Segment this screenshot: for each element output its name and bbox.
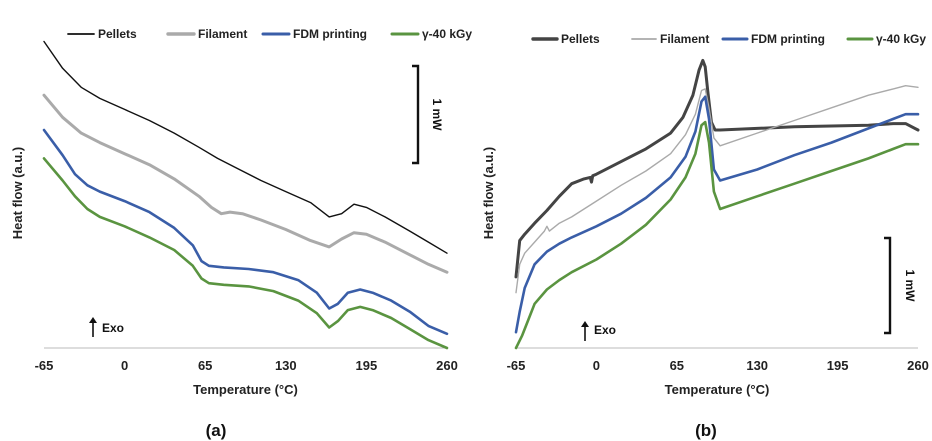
series-line-fdm-printing (42, 128, 449, 336)
x-axis-title: Temperature (°C) (193, 382, 298, 397)
legend-label: Pellets (98, 27, 137, 41)
legend-label: Filament (660, 32, 709, 46)
scale-bar-label: 1 mW (430, 98, 444, 131)
series-line-filament (515, 85, 919, 294)
y-axis-title: Heat flow (a.u.) (10, 147, 25, 239)
x-tick-label: 65 (198, 358, 212, 373)
x-tick-label: 195 (356, 358, 378, 373)
series-line-fdm-printing (514, 95, 920, 334)
x-tick-label: 0 (593, 358, 600, 373)
exo-arrow-icon (89, 317, 97, 323)
x-tick-label: 0 (121, 358, 128, 373)
series-line-40-kgy (514, 120, 920, 350)
legend-label: Filament (198, 27, 247, 41)
legend-label: Pellets (561, 32, 600, 46)
legend-label: γ-40 kGy (876, 32, 926, 46)
legend-label: FDM printing (751, 32, 825, 46)
x-axis-title: Temperature (°C) (665, 382, 770, 397)
series-line-filament (42, 93, 449, 274)
x-tick-label: 65 (670, 358, 684, 373)
exo-label: Exo (594, 323, 616, 337)
panel-label: (b) (695, 421, 717, 440)
scale-bar (884, 236, 892, 335)
series-line-40-kgy (42, 157, 449, 350)
x-tick-label: -65 (35, 358, 54, 373)
x-tick-label: 195 (827, 358, 849, 373)
panel-a: -65 0 65 130 195 260 Temperature (°C) Heat flow… (10, 27, 472, 440)
x-tick-label: -65 (507, 358, 526, 373)
exo-arrow-icon (581, 321, 589, 327)
panel-b: -65 0 65 130 195 260 Temperature (°C) Heat flow… (481, 32, 929, 440)
x-tick-label: 260 (436, 358, 458, 373)
x-tick-label: 130 (275, 358, 297, 373)
scale-bar-label: 1 mW (903, 269, 917, 302)
legend-label: γ-40 kGy (422, 27, 472, 41)
series-line-pellets (514, 58, 920, 279)
series-line-pellets (43, 40, 448, 254)
x-tick-label: 260 (907, 358, 929, 373)
y-axis-title: Heat flow (a.u.) (481, 147, 496, 239)
legend-label: FDM printing (293, 27, 367, 41)
panel-label: (a) (206, 421, 227, 440)
scale-bar (412, 64, 420, 165)
exo-label: Exo (102, 321, 124, 335)
x-tick-label: 130 (746, 358, 768, 373)
